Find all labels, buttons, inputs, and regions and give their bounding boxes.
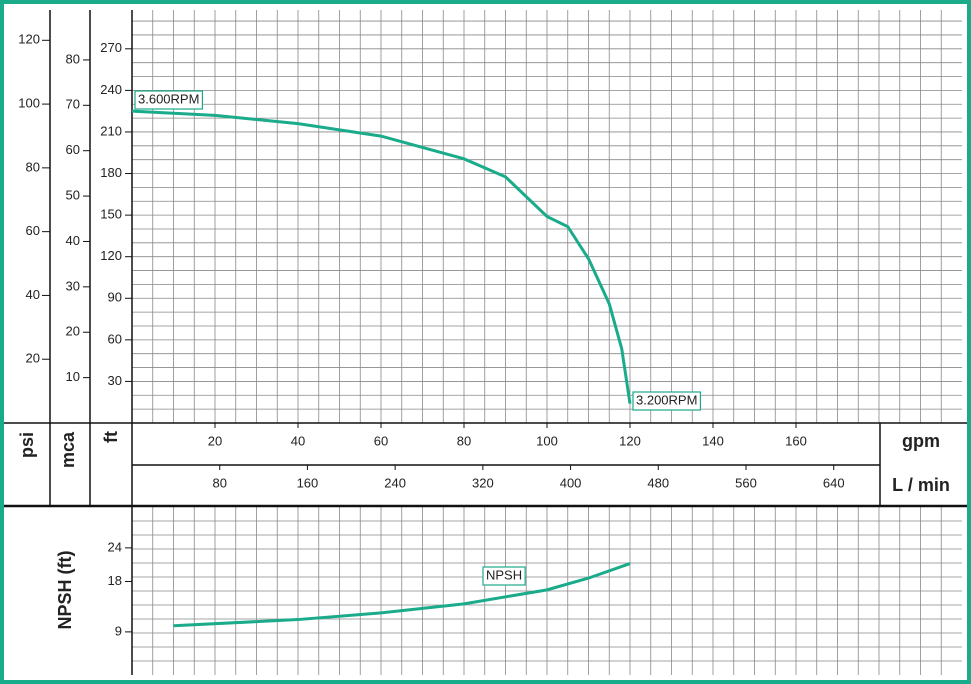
x-tick-label: 560 [735, 475, 757, 490]
x-tick-label: 140 [702, 433, 724, 448]
y-tick-label: 30 [108, 373, 122, 388]
y-tick-label: 240 [100, 82, 122, 97]
x-tick-label: 40 [291, 433, 305, 448]
y-tick-label: 100 [18, 96, 40, 111]
y-tick-label: 9 [115, 623, 122, 638]
x-tick-label: 480 [647, 475, 669, 490]
x-tick-label: 240 [384, 475, 406, 490]
y-tick-label: 50 [66, 188, 80, 203]
x-tick-label: 160 [297, 475, 319, 490]
annotation-box [482, 566, 526, 586]
annotation-box [632, 391, 702, 411]
x-tick-label: 160 [785, 433, 807, 448]
annotation: 3.200RPM [636, 392, 697, 407]
y-tick-label: 70 [66, 97, 80, 112]
y-tick-label: 270 [100, 40, 122, 55]
y-tick-label: 20 [26, 351, 40, 366]
annotation-box [134, 90, 204, 110]
y-tick-label: 80 [26, 159, 40, 174]
ft-label: ft [101, 431, 121, 443]
lmin-label: L / min [892, 475, 950, 495]
grid [132, 10, 962, 675]
curve [131, 109, 632, 404]
annotation: 3.600RPM [138, 91, 199, 106]
annotation: NPSH [486, 567, 522, 582]
y-tick-label: 180 [100, 165, 122, 180]
gpm-label: gpm [902, 431, 940, 451]
y-tick-label: 210 [100, 123, 122, 138]
x-tick-label: 80 [212, 475, 226, 490]
psi-label: psi [17, 432, 37, 458]
y-tick-label: 120 [100, 248, 122, 263]
y-tick-label: 150 [100, 207, 122, 222]
y-tick-label: 40 [66, 233, 80, 248]
curve [173, 562, 631, 628]
y-tick-label: 80 [66, 51, 80, 66]
x-tick-label: 60 [374, 433, 388, 448]
y-tick-label: 24 [108, 539, 122, 554]
x-tick-label: 120 [619, 433, 641, 448]
x-tick-label: 20 [208, 433, 222, 448]
x-tick-label: 640 [823, 475, 845, 490]
y-tick-label: 60 [66, 142, 80, 157]
x-tick-label: 320 [472, 475, 494, 490]
y-tick-label: 40 [26, 287, 40, 302]
mca-label: mca [58, 431, 78, 468]
npsh-label: NPSH (ft) [55, 551, 75, 630]
y-tick-label: 60 [26, 223, 40, 238]
y-tick-label: 120 [18, 32, 40, 47]
y-tick-label: 10 [66, 369, 80, 384]
y-tick-label: 90 [108, 290, 122, 305]
x-tick-label: 100 [536, 433, 558, 448]
x-tick-label: 80 [457, 433, 471, 448]
y-tick-label: 60 [108, 331, 122, 346]
y-tick-label: 30 [66, 278, 80, 293]
y-tick-label: 20 [66, 324, 80, 339]
y-tick-label: 18 [108, 573, 122, 588]
axes-frame [4, 10, 967, 675]
x-tick-label: 400 [560, 475, 582, 490]
